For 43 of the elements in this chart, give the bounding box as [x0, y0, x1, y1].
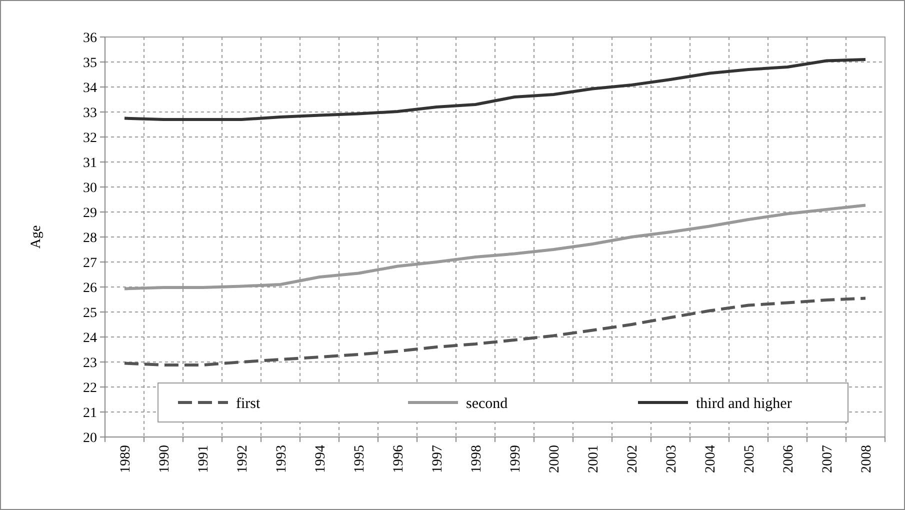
- line-series: [123, 58, 867, 121]
- y-tick-label: 21: [83, 406, 97, 421]
- y-tick-label: 24: [83, 330, 97, 346]
- x-tick-label: 2008: [859, 445, 874, 473]
- x-tick-label: 1998: [469, 445, 484, 473]
- x-tick-label: 1994: [313, 445, 328, 473]
- legend-label: second: [466, 396, 508, 412]
- x-tick-label: 1997: [430, 445, 446, 473]
- x-tick-label: 1995: [352, 445, 368, 473]
- x-tick-label: 1993: [274, 445, 290, 473]
- y-tick-label: 20: [83, 430, 97, 446]
- y-tick-label: 23: [83, 356, 97, 371]
- x-tick-label: 2001: [586, 445, 602, 473]
- y-tick-label: 32: [83, 130, 97, 146]
- y-tick-label: 22: [83, 380, 97, 396]
- x-tick-label: 2003: [664, 445, 680, 473]
- legend-label: third and higher: [696, 396, 792, 412]
- x-tick-label: 2005: [742, 445, 758, 473]
- x-tick-label: 2000: [547, 445, 562, 473]
- y-tick-label: 30: [83, 180, 97, 196]
- x-tick-label: 1990: [157, 445, 172, 473]
- x-tick-label: 1989: [118, 445, 134, 473]
- x-tick-label: 2007: [820, 445, 836, 473]
- y-tick-label: 36: [83, 30, 97, 46]
- y-axis-title: Age: [29, 225, 44, 249]
- y-tick-label: 31: [83, 156, 97, 171]
- line-series: [123, 296, 867, 366]
- x-tick-label: 1992: [235, 445, 250, 473]
- y-tick-label: 27: [83, 256, 97, 271]
- x-tick-label: 1999: [508, 445, 524, 473]
- y-tick-label: 29: [83, 206, 97, 221]
- y-tick-label: 26: [83, 280, 97, 296]
- x-tick-label: 2004: [703, 445, 718, 473]
- y-tick-label: 28: [83, 230, 97, 246]
- legend-label: first: [236, 396, 261, 412]
- y-tick-label: 25: [83, 306, 97, 321]
- x-tick-label: 1996: [391, 445, 406, 473]
- y-tick-label: 33: [83, 106, 97, 121]
- x-tick-label: 2006: [781, 445, 796, 473]
- x-tick-label: 1991: [196, 445, 212, 473]
- y-tick-label: 35: [83, 56, 97, 71]
- y-tick-label: 34: [83, 80, 97, 96]
- x-tick-label: 2002: [625, 445, 640, 473]
